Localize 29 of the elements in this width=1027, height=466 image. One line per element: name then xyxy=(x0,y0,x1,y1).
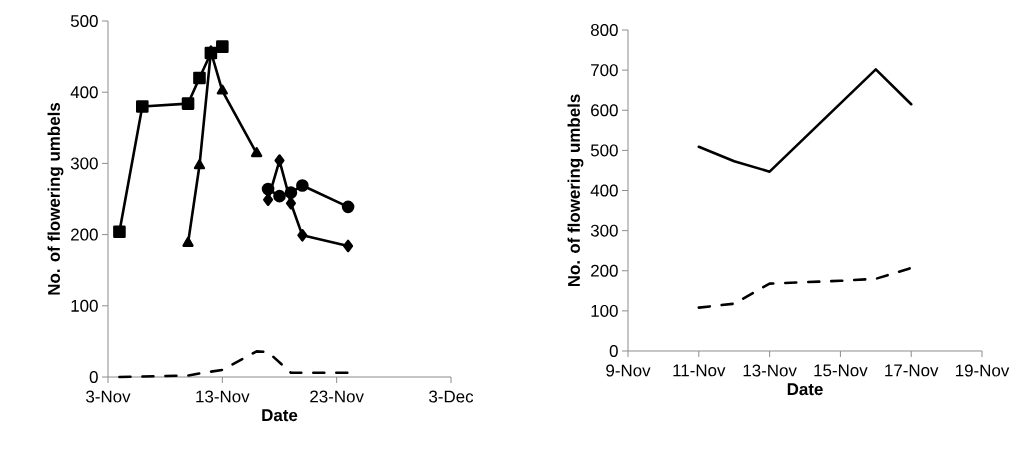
x-tick-label: 19-Nov xyxy=(956,364,1010,377)
x-tick-label: 13-Nov xyxy=(743,364,797,377)
y-tick-label: 500 xyxy=(590,144,618,157)
y-axis-title: No. of flowering umbels xyxy=(47,102,64,295)
y-tick-label: 0 xyxy=(609,345,618,357)
x-tick-label: 3-Nov xyxy=(86,390,131,403)
y-axis-title: No. of flowering umbels xyxy=(567,94,584,287)
y-tick-label: 200 xyxy=(591,264,618,277)
x-tick-label: 3-Dec xyxy=(429,390,474,403)
y-tick-label: 800 xyxy=(590,24,618,37)
y-tick-label: 200 xyxy=(71,228,98,241)
y-tick-label: 600 xyxy=(591,104,618,117)
x-tick-label: 9-Nov xyxy=(606,364,651,377)
y-tick-label: 500 xyxy=(70,15,98,27)
y-tick-label: 400 xyxy=(70,86,98,99)
x-axis-title: Date xyxy=(787,383,823,396)
x-tick-label: 11-Nov xyxy=(673,364,726,377)
x-tick-label: 15-Nov xyxy=(814,364,868,377)
y-tick-label: 400 xyxy=(590,184,618,197)
x-tick-label: 23-Nov xyxy=(310,390,364,403)
y-tick-label: 0 xyxy=(89,371,98,383)
y-tick-label: 300 xyxy=(70,157,98,170)
x-tick-label: 17-Nov xyxy=(885,364,939,377)
y-tick-label: 700 xyxy=(591,64,618,77)
x-tick-label: 13-Nov xyxy=(196,390,250,403)
y-tick-label: 100 xyxy=(591,304,618,317)
x-axis-title: Date xyxy=(262,409,298,422)
y-tick-label: 100 xyxy=(71,299,98,312)
y-tick-label: 300 xyxy=(590,224,618,237)
